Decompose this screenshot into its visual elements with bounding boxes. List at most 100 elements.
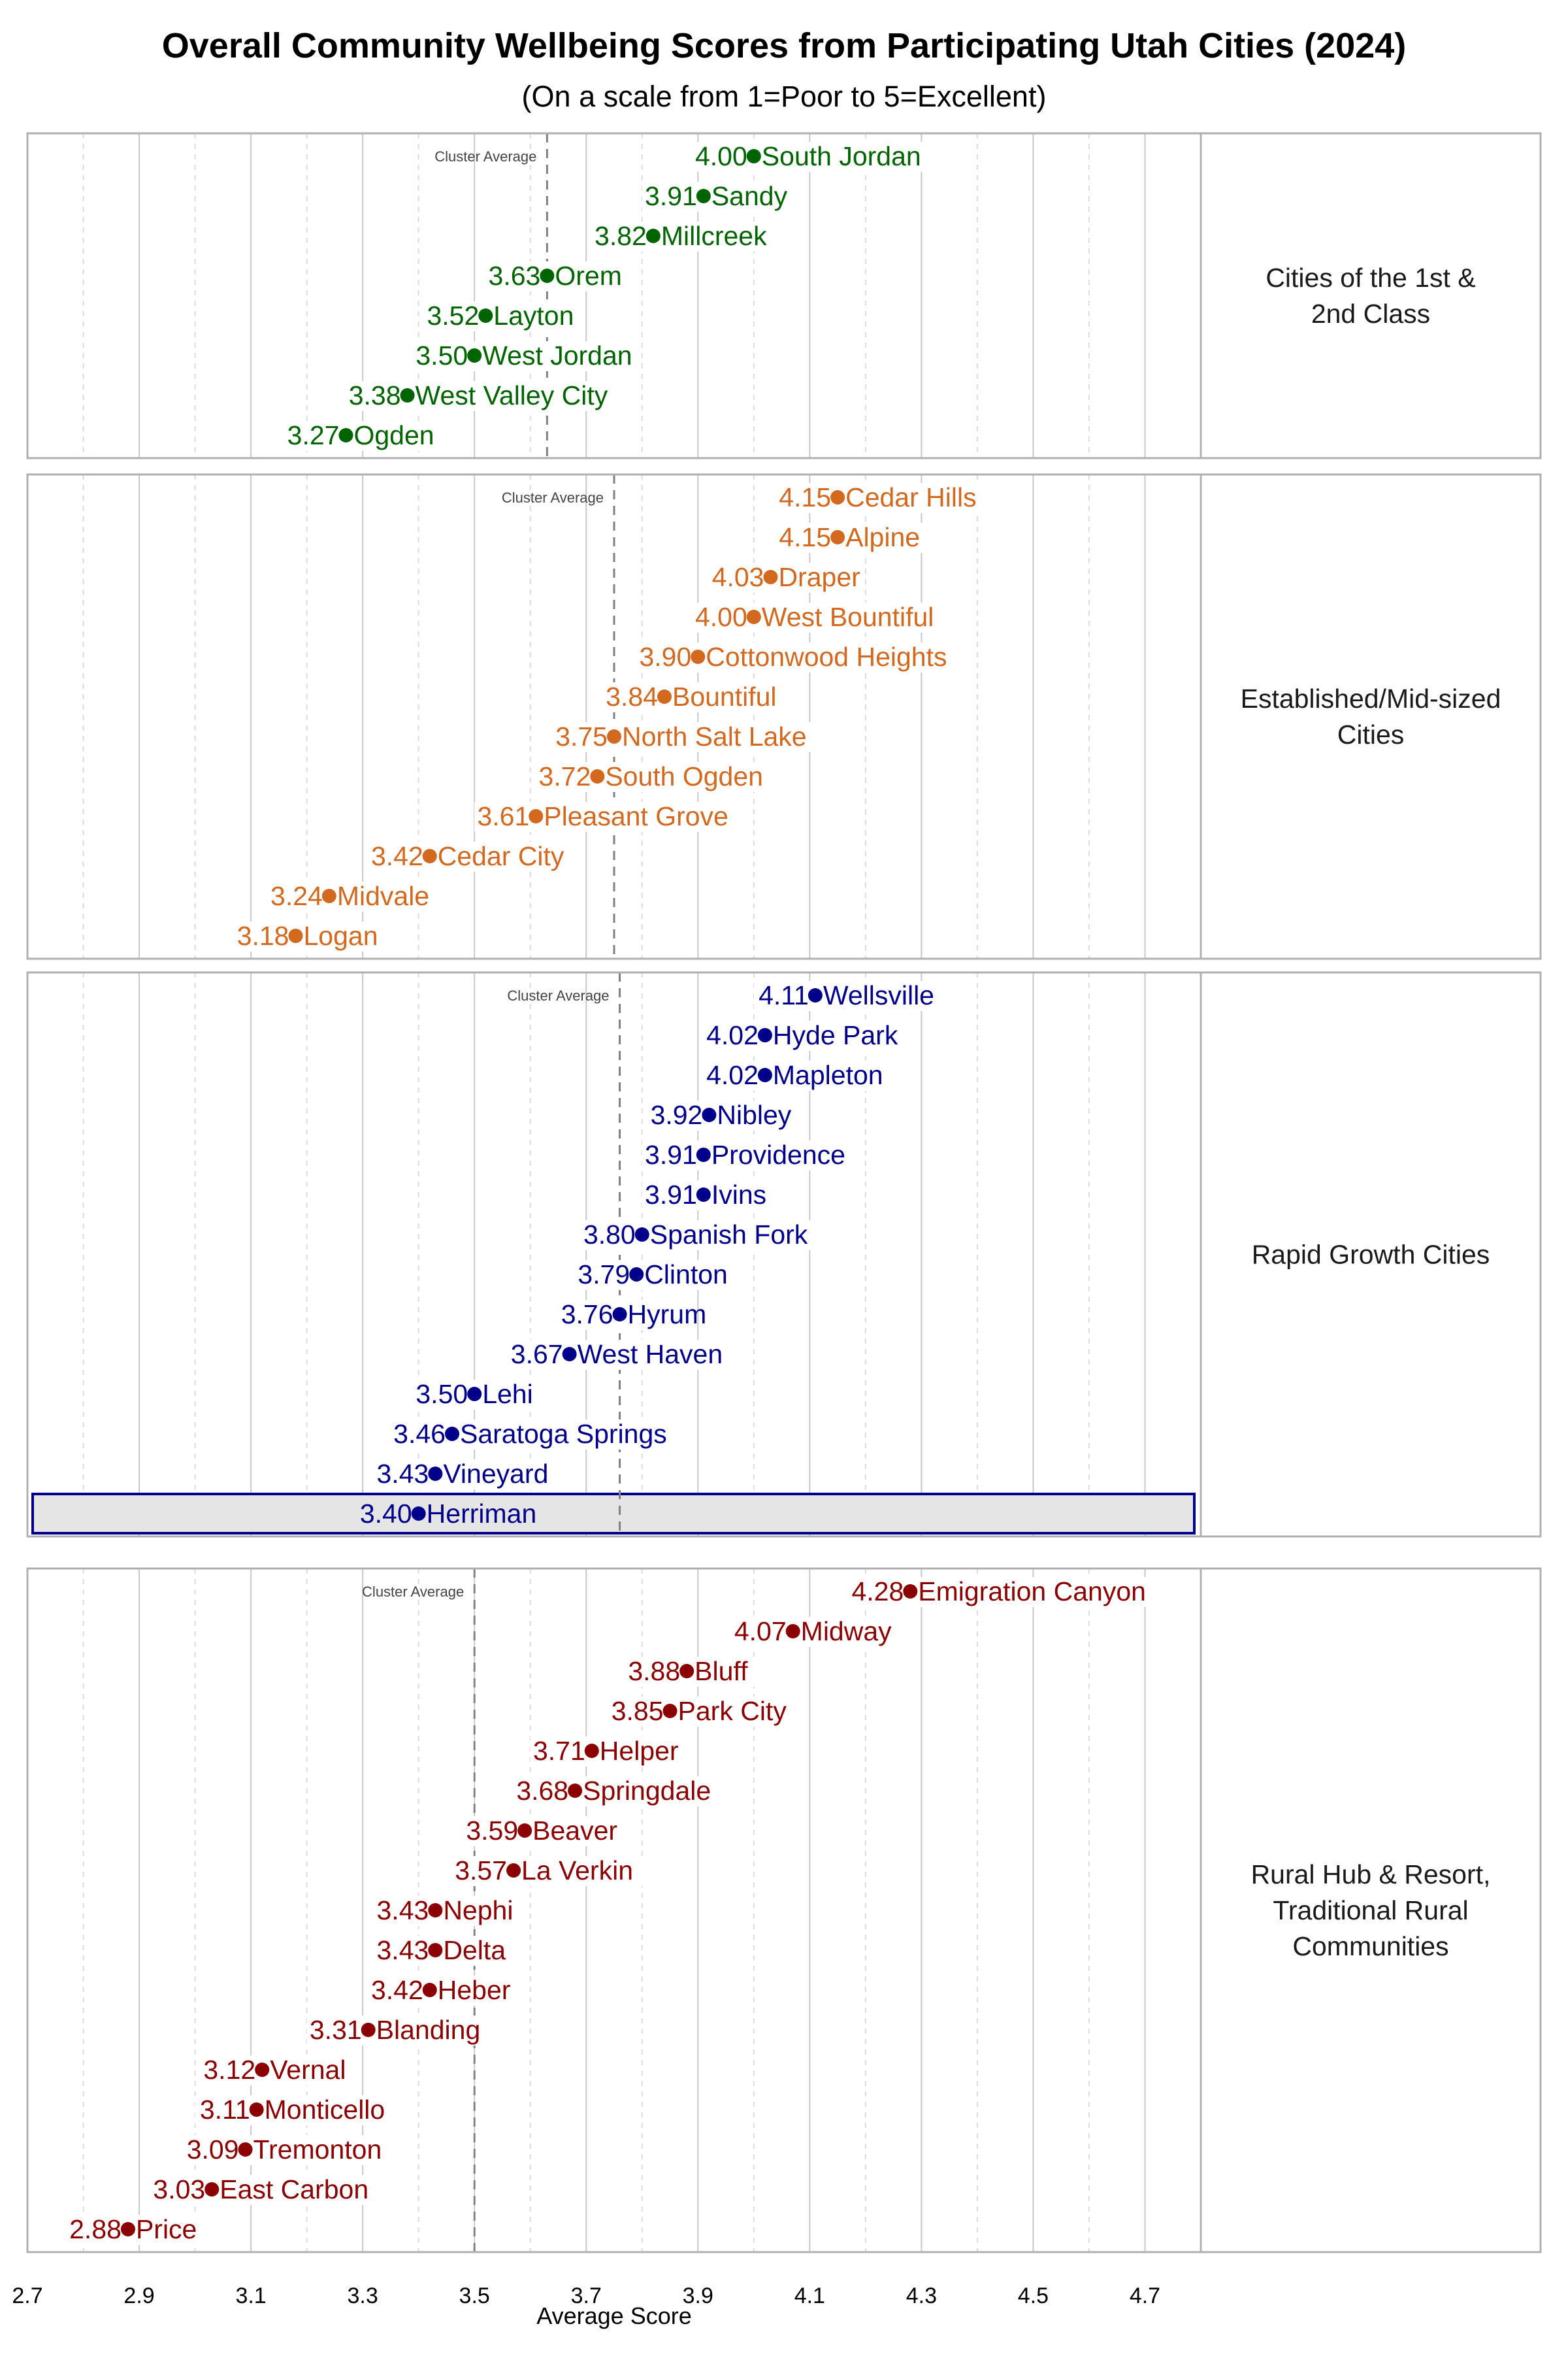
data-row: 3.82 Millcreek (591, 221, 785, 252)
data-row: 4.15 Alpine (776, 522, 928, 553)
data-row: 3.03 East Carbon (150, 2174, 371, 2205)
label-background (530, 1736, 682, 1767)
data-point (757, 1068, 772, 1082)
data-point (411, 1506, 426, 1521)
city-label: Orem (555, 261, 622, 291)
data-row: 3.50 West Jordan (413, 340, 634, 371)
data-point (590, 769, 605, 784)
data-row: 4.00 South Jordan (692, 141, 926, 172)
data-row: 3.31 Blanding (306, 2015, 486, 2046)
label-background (553, 722, 828, 752)
label-background (284, 421, 423, 451)
data-row: 4.11 Wellsville (753, 980, 960, 1011)
label-background (608, 1697, 802, 1727)
data-row: 3.42 Cedar City (368, 841, 575, 872)
label-background (642, 1140, 849, 1170)
city-label: Emigration Canyon (918, 1576, 1146, 1606)
label-background (195, 2095, 402, 2125)
value-label: 3.43 (377, 1935, 429, 1965)
label-background (776, 483, 997, 513)
value-label: 3.31 (310, 2015, 362, 2045)
x-tick-label: 3.5 (459, 2283, 490, 2308)
x-tick-label: 4.1 (794, 2283, 825, 2308)
data-row: 3.91 Providence (642, 1140, 849, 1170)
data-row: 3.85 Park City (608, 1696, 802, 1727)
value-label: 3.71 (533, 1736, 585, 1766)
value-label: 3.52 (427, 301, 479, 331)
value-label: 3.72 (539, 761, 591, 791)
data-point (529, 809, 544, 823)
facet-strip (1200, 132, 1542, 459)
data-row: 4.03 Draper (709, 562, 861, 593)
city-label: Hyde Park (773, 1020, 898, 1050)
value-label: 3.76 (561, 1299, 613, 1329)
label-background (184, 2135, 377, 2165)
city-label: West Valley City (416, 380, 608, 410)
city-label: Mapleton (773, 1060, 883, 1090)
data-point (746, 610, 761, 624)
data-point (696, 189, 711, 203)
data-row: 3.79 Clinton (575, 1259, 741, 1290)
facet-label: 2nd Class (1311, 299, 1430, 329)
city-label: North Salt Lake (622, 722, 807, 752)
value-label: 3.57 (455, 1855, 507, 1885)
data-point (428, 1467, 443, 1481)
value-label: 3.38 (349, 380, 401, 410)
label-background (558, 1300, 696, 1330)
city-label: East Carbon (220, 2174, 368, 2204)
label-background (368, 1976, 506, 2006)
label-background (580, 1220, 815, 1250)
value-label: 3.80 (583, 1219, 636, 1250)
data-point (808, 988, 823, 1003)
panel: Cluster Average 4.00 South Jordan 3.91 Sandy… (26, 132, 1542, 459)
city-label: Layton (493, 301, 574, 331)
value-label: 3.24 (270, 881, 323, 911)
label-background (66, 2215, 204, 2245)
value-label: 3.03 (153, 2174, 205, 2204)
label-background (692, 142, 926, 172)
data-point (757, 1028, 772, 1042)
facet-label: Communities (1292, 1931, 1448, 1961)
label-background (267, 882, 433, 912)
data-row: 3.12 Vernal (201, 2055, 353, 2085)
data-row: 3.27 Ogden (284, 420, 434, 451)
data-point (467, 348, 482, 363)
data-point (321, 889, 336, 903)
x-tick-label: 3.7 (571, 2283, 602, 2308)
data-point (422, 1983, 437, 1997)
value-label: 3.18 (237, 921, 289, 951)
label-background (731, 1617, 883, 1647)
value-label: 3.59 (466, 1816, 518, 1846)
value-label: 3.91 (645, 1140, 697, 1170)
data-row: 3.91 Sandy (642, 181, 788, 212)
chart-subtitle: (On a scale from 1=Poor to 5=Excellent) (522, 80, 1047, 113)
city-label: Midvale (337, 881, 429, 911)
x-tick-label: 2.9 (123, 2283, 154, 2308)
label-background (474, 802, 736, 832)
data-point (679, 1664, 694, 1678)
value-label: 4.03 (712, 562, 764, 592)
value-label: 3.63 (489, 261, 541, 291)
facet-strip (1200, 1567, 1542, 2253)
value-label: 3.43 (377, 1895, 429, 1925)
label-background (306, 2016, 486, 2046)
label-background (703, 1021, 896, 1051)
city-label: Saratoga Springs (460, 1419, 667, 1449)
label-background (536, 762, 757, 792)
data-point (629, 1267, 644, 1282)
data-point (696, 1187, 711, 1202)
city-label: Providence (711, 1140, 845, 1170)
panels: Cluster Average 4.00 South Jordan 3.91 Sandy… (26, 132, 1542, 2253)
value-label: 3.67 (511, 1339, 563, 1369)
value-label: 3.90 (639, 642, 691, 672)
data-point (612, 1307, 627, 1321)
x-tick-label: 4.7 (1130, 2283, 1160, 2308)
city-label: South Ogden (605, 761, 763, 791)
label-background (625, 1657, 764, 1687)
city-label: Midway (801, 1616, 892, 1646)
facet-label: Traditional Rural (1273, 1895, 1468, 1925)
value-label: 4.07 (734, 1616, 787, 1646)
data-row: 2.88 Price (66, 2214, 204, 2245)
city-label: Vineyard (443, 1459, 548, 1489)
label-background (368, 842, 575, 872)
